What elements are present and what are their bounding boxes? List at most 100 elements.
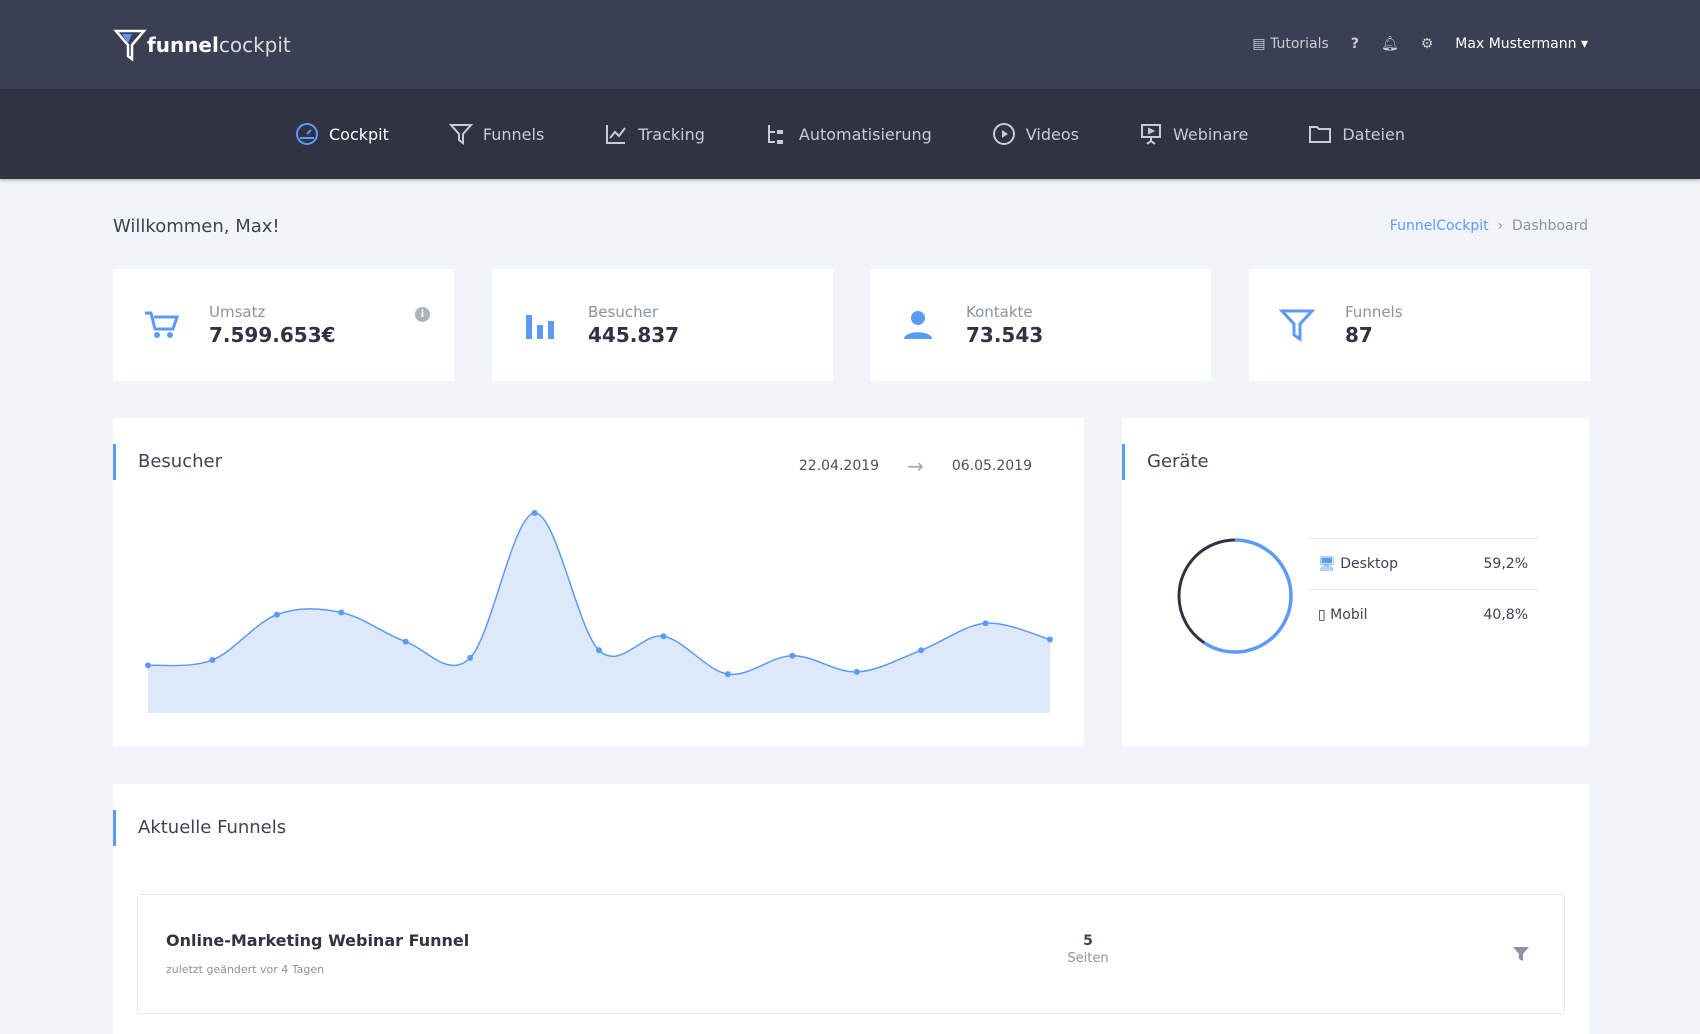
chart-line (147, 512, 1051, 676)
tutorials-label: Tutorials (1270, 36, 1329, 52)
stat-card-umsatz: Umsatz 7.599.653€ i (113, 269, 454, 381)
devices-panel: Geräte 🖥︎ Desktop 59,2% ▯ Mobil 40,8% (1122, 418, 1589, 746)
stat-value: 7.599.653€ (209, 323, 336, 347)
nav-label: Funnels (482, 124, 545, 144)
legend-mobil: ▯ Mobil 40,8% (1308, 589, 1538, 640)
donut-slice-mobil (1177, 538, 1293, 654)
flow-icon (767, 125, 783, 144)
nav-item-automatisierung[interactable]: Automatisierung (765, 122, 932, 146)
gear-icon[interactable]: ⚙ (1420, 36, 1434, 52)
stat-label: Kontakte (966, 303, 1033, 321)
user-icon (904, 311, 932, 339)
funnel-modified: zuletzt geändert vor 4 Tagen (166, 963, 325, 976)
breadcrumb: FunnelCockpit › Dashboard (1390, 218, 1588, 234)
info-icon[interactable]: i (415, 307, 430, 322)
stat-label: Besucher (588, 303, 658, 321)
panel-title: Geräte (1122, 444, 1209, 480)
legend-value: 40,8% (1483, 607, 1528, 623)
nav-label: Automatisierung (798, 124, 932, 144)
funnel-icon (448, 124, 473, 145)
caret-down-icon: ▾ (1580, 36, 1588, 52)
legend-desktop: 🖥︎ Desktop 59,2% (1308, 538, 1538, 589)
chart-point[interactable] (596, 647, 602, 654)
chart-point[interactable] (918, 647, 925, 654)
chart-point[interactable] (338, 609, 345, 616)
breadcrumb-current: Dashboard (1512, 218, 1588, 234)
chart-point[interactable] (1047, 636, 1053, 643)
stat-value: 73.543 (966, 323, 1044, 347)
brand-light: cockpit (218, 33, 291, 57)
legend-label: Desktop (1340, 556, 1398, 572)
nav-label: Dateien (1342, 124, 1405, 144)
stat-card-besucher: Besucher 445.837 (492, 269, 833, 381)
phone-icon: ▯ (1318, 607, 1326, 623)
nav-item-webinare[interactable]: Webinare (1139, 122, 1248, 146)
nav-label: Webinare (1172, 124, 1249, 144)
cart-icon (145, 311, 179, 338)
nav-item-dateien[interactable]: Dateien (1308, 122, 1405, 146)
devices-donut (1177, 538, 1293, 654)
monitor-icon: 🖥︎ (1318, 556, 1336, 572)
chart-point[interactable] (660, 633, 667, 640)
panel-title: Besucher (113, 444, 222, 480)
date-from[interactable]: 22.04.2019 (798, 458, 880, 474)
presentation-icon (1140, 124, 1161, 145)
stat-card-funnels: Funnels 87 (1249, 269, 1590, 381)
panel-title: Aktuelle Funnels (113, 810, 286, 846)
chart-point[interactable] (402, 638, 409, 645)
stat-value: 87 (1345, 323, 1373, 347)
nav-item-videos[interactable]: Videos (992, 122, 1079, 146)
nav-label: Videos (1025, 124, 1079, 144)
tutorials-link[interactable]: ▤ Tutorials (1252, 36, 1328, 52)
chart-point[interactable] (531, 510, 538, 516)
nav-label: Tracking (638, 124, 705, 144)
main-nav: Cockpit Funnels Tracking Automatisierung Vid… (0, 89, 1700, 179)
funnels-panel: Aktuelle Funnels Online-Marketing Webina… (113, 784, 1589, 1034)
question-icon[interactable]: ? (1350, 36, 1359, 52)
arrow-right-icon: → (907, 454, 924, 478)
chart-point[interactable] (789, 652, 796, 659)
gauge-icon (296, 123, 318, 145)
visitors-panel: Besucher 22.04.2019 → 06.05.2019 (113, 418, 1084, 746)
folder-icon (1309, 126, 1332, 143)
chart-point[interactable] (853, 668, 860, 675)
play-icon (992, 123, 1015, 145)
chart-point[interactable] (209, 657, 216, 664)
brand-bold: funnel (147, 33, 219, 57)
page-count-label: Seiten (1067, 951, 1109, 966)
chart-point[interactable] (724, 671, 731, 678)
top-bar: funnel cockpit ▤ Tutorials ? 🔔︎ ⚙ Max Mus… (0, 0, 1700, 89)
date-range[interactable]: 22.04.2019 → 06.05.2019 (799, 454, 1032, 478)
chart-point[interactable] (273, 611, 280, 618)
chart-point[interactable] (982, 620, 989, 627)
chart-point[interactable] (145, 662, 151, 669)
nav-item-cockpit[interactable]: Cockpit (295, 122, 389, 146)
funnel-name[interactable]: Online-Marketing Webinar Funnel (166, 931, 470, 950)
book-icon: ▤ (1252, 36, 1266, 52)
funnel-icon[interactable] (1512, 945, 1530, 963)
user-menu[interactable]: Max Mustermann ▾ (1455, 36, 1588, 52)
line-chart-icon (606, 125, 627, 144)
legend-value: 59,2% (1483, 556, 1528, 572)
funnel-item[interactable]: Online-Marketing Webinar Funnel zuletzt … (137, 894, 1565, 1014)
stat-label: Umsatz (209, 303, 266, 321)
stat-value: 445.837 (588, 323, 680, 347)
stat-card-kontakte: Kontakte 73.543 (870, 269, 1211, 381)
stat-label: Funnels (1345, 303, 1403, 321)
chart-area (148, 512, 1050, 713)
page-count: 5 (1083, 933, 1093, 949)
bell-icon[interactable]: 🔔︎ (1380, 36, 1399, 52)
user-name: Max Mustermann (1455, 36, 1577, 52)
chart-point[interactable] (467, 654, 474, 661)
logo[interactable]: funnel cockpit (113, 28, 291, 62)
funnel-logo-icon (113, 29, 147, 62)
breadcrumb-sep: › (1497, 218, 1504, 234)
funnel-icon (1279, 309, 1315, 342)
nav-item-tracking[interactable]: Tracking (604, 122, 705, 146)
nav-item-funnels[interactable]: Funnels (448, 122, 545, 146)
visitors-chart (145, 510, 1053, 713)
nav-label: Cockpit (329, 124, 389, 144)
breadcrumb-root[interactable]: FunnelCockpit (1389, 218, 1489, 234)
date-to[interactable]: 06.05.2019 (951, 458, 1032, 474)
legend-label: Mobil (1330, 607, 1368, 623)
